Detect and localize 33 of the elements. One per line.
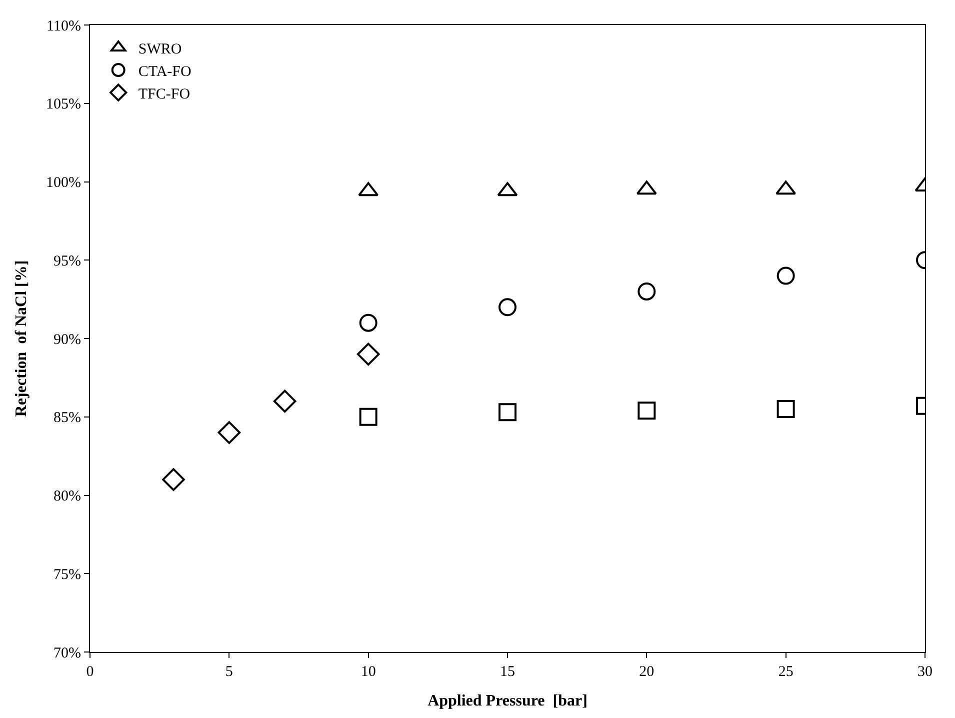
point <box>776 266 795 285</box>
x-tick-label: 5 <box>225 664 233 680</box>
legend-label: SWRO <box>138 41 182 58</box>
y-tick-label: 80% <box>54 488 81 504</box>
x-tick-label: 0 <box>86 664 94 680</box>
point <box>356 342 380 366</box>
point <box>273 390 296 413</box>
point <box>638 282 656 300</box>
x-tick-label: 25 <box>778 664 794 680</box>
point <box>776 400 795 418</box>
point <box>359 408 378 426</box>
x-tick-label: 30 <box>918 664 932 680</box>
y-tick-label: 105% <box>46 96 81 113</box>
y-tick-label: 85% <box>54 410 81 426</box>
legend-label: TFC-FO <box>138 86 190 102</box>
y-tick-label: 110% <box>46 18 81 34</box>
point <box>162 468 185 491</box>
point <box>218 421 241 444</box>
point <box>498 298 516 316</box>
x-axis-title: Applied Pressure [bar] <box>428 692 588 710</box>
x-tick-label: 10 <box>360 664 376 680</box>
y-tick-label: 75% <box>54 566 81 583</box>
point <box>498 403 516 422</box>
point <box>359 314 378 332</box>
legend-label: CTA-FO <box>138 64 192 80</box>
x-tick-label: 15 <box>500 664 515 680</box>
x-tick-label: 20 <box>639 664 654 680</box>
y-axis-title: Rejection of NaCl [%] <box>12 260 30 417</box>
point <box>638 402 656 420</box>
y-tick-label: 90% <box>54 332 81 348</box>
y-tick-label: 100% <box>46 175 81 191</box>
y-tick-label: 95% <box>54 253 81 270</box>
y-tick-label: 70% <box>54 645 81 662</box>
